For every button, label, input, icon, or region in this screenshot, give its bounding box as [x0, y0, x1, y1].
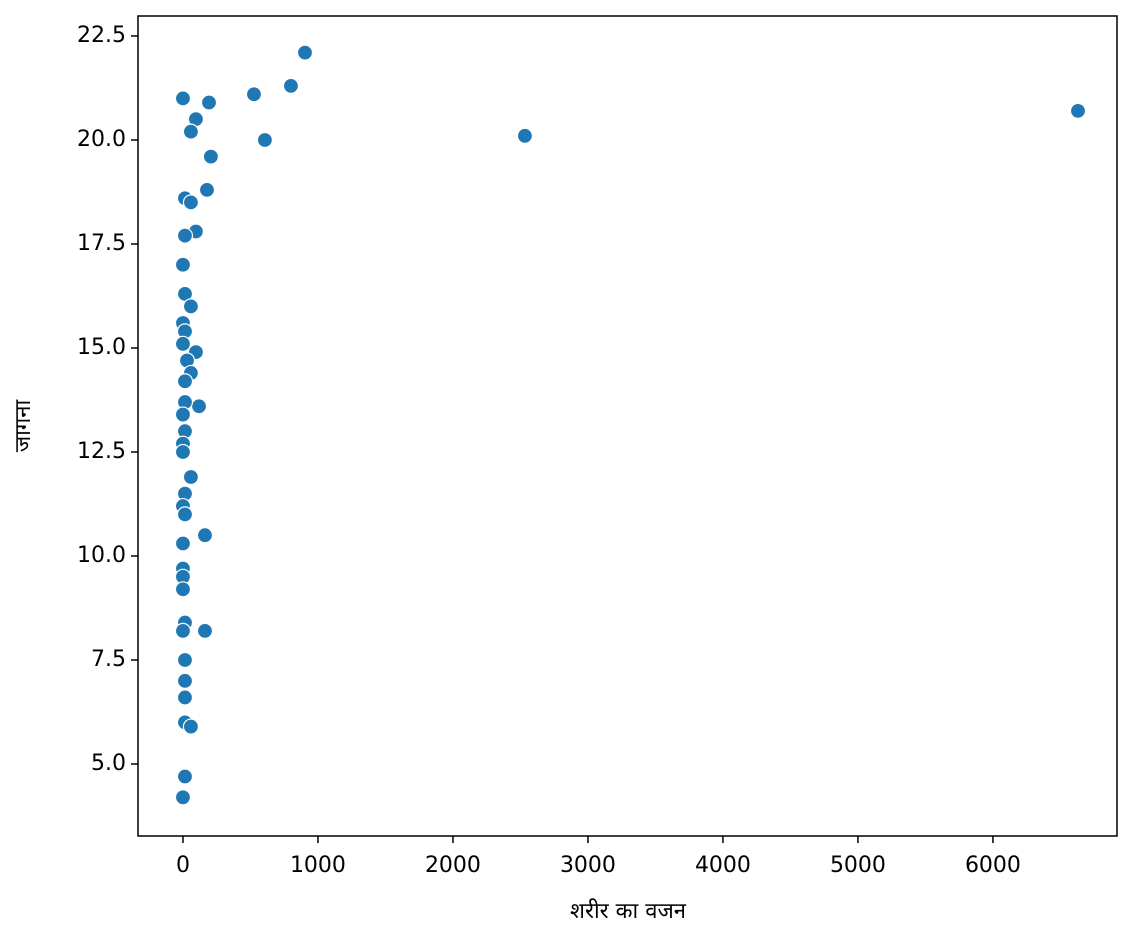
point [174, 256, 192, 273]
point [182, 123, 200, 140]
point [196, 622, 214, 639]
x-tick-label: 5000 [830, 853, 886, 878]
y-tick-label: 7.5 [91, 647, 126, 672]
point [176, 227, 194, 244]
point [176, 651, 194, 669]
point [182, 194, 200, 211]
point [174, 789, 192, 806]
y-tick-label: 22.5 [77, 23, 126, 48]
x-tick-label: 6000 [965, 853, 1021, 878]
x-tick-label: 0 [176, 853, 190, 878]
y-tick-label: 20.0 [77, 127, 126, 152]
point [190, 398, 208, 415]
x-axis-label: शरीर का वजन [570, 898, 687, 924]
point [282, 77, 300, 94]
point [198, 181, 216, 199]
point [174, 535, 192, 552]
point [182, 298, 200, 315]
point [245, 86, 263, 103]
point [174, 581, 192, 598]
point [176, 672, 194, 689]
point [202, 148, 219, 165]
x-tick-label: 2000 [425, 853, 481, 878]
point [1069, 102, 1087, 119]
y-tick-label: 15.0 [77, 335, 126, 360]
point [174, 622, 192, 639]
point [174, 406, 192, 423]
point [182, 718, 200, 735]
point [200, 94, 218, 111]
x-tick-label: 3000 [560, 853, 616, 878]
point [174, 335, 192, 352]
y-tick-label: 10.0 [77, 543, 126, 568]
point [176, 768, 194, 785]
point [174, 443, 192, 461]
point [174, 90, 192, 107]
point [176, 689, 194, 706]
point [176, 373, 194, 390]
point [296, 44, 314, 61]
point [256, 131, 273, 149]
x-tick-label: 4000 [695, 853, 751, 878]
y-tick-label: 17.5 [77, 231, 126, 256]
y-axis-label: जागना [11, 400, 36, 453]
plot-frame [137, 15, 1118, 837]
point [516, 127, 534, 144]
point [176, 506, 194, 523]
point [196, 527, 214, 544]
point [182, 468, 200, 486]
x-tick-label: 1000 [290, 853, 346, 878]
y-tick-label: 5.0 [91, 751, 126, 776]
y-tick-label: 12.5 [77, 439, 126, 464]
